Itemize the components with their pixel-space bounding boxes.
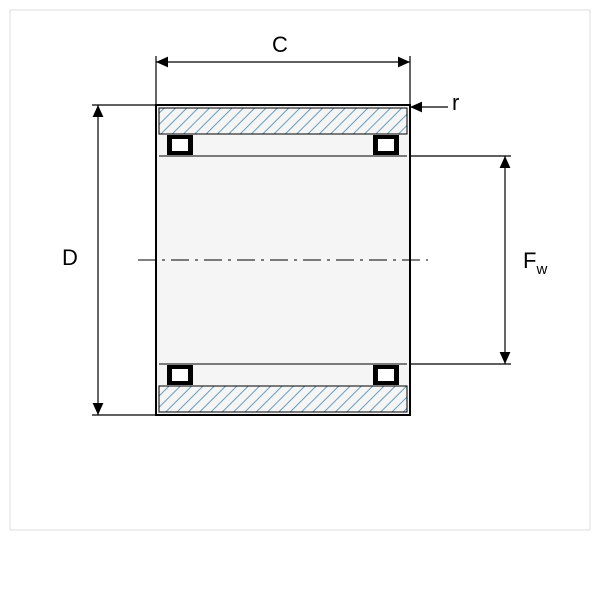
dim-label-fw: Fw bbox=[523, 248, 547, 278]
dim-label-r: r bbox=[452, 90, 459, 115]
bearing-cross-section-diagram: C D Fw r bbox=[0, 0, 600, 600]
hatch-top bbox=[159, 108, 407, 134]
hatch-bottom bbox=[159, 386, 407, 412]
dim-label-c: C bbox=[272, 32, 288, 57]
dim-label-d: D bbox=[62, 245, 78, 270]
